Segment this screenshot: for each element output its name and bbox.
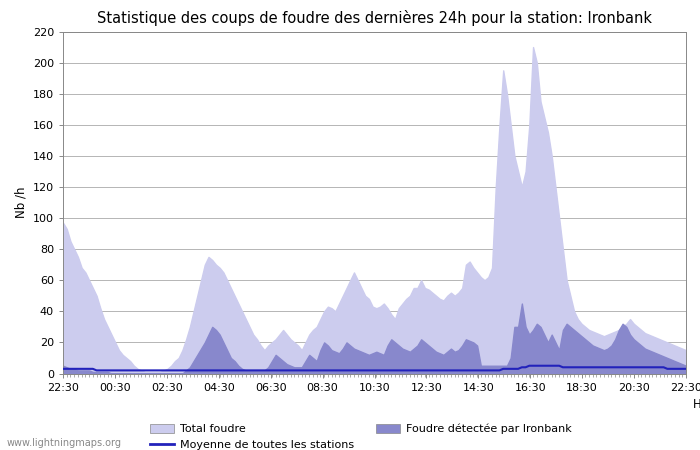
Legend: Total foudre, Moyenne de toutes les stations, Foudre détectée par Ironbank: Total foudre, Moyenne de toutes les stat…: [150, 423, 572, 450]
Text: Heure: Heure: [693, 399, 700, 411]
Title: Statistique des coups de foudre des dernières 24h pour la station: Ironbank: Statistique des coups de foudre des dern…: [97, 10, 652, 26]
Y-axis label: Nb /h: Nb /h: [14, 187, 27, 218]
Text: www.lightningmaps.org: www.lightningmaps.org: [7, 438, 122, 448]
